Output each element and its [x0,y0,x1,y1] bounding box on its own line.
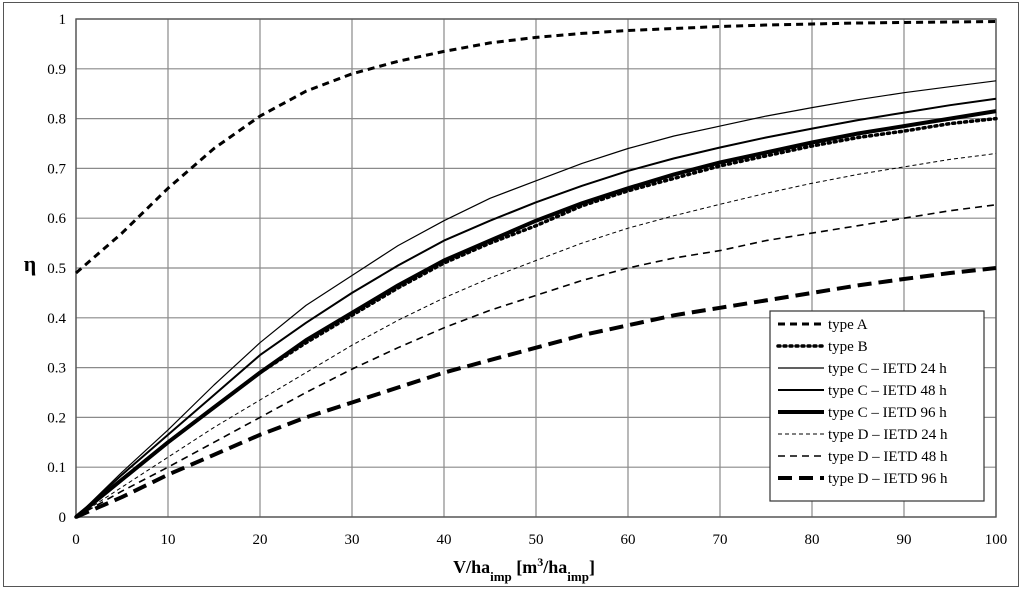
legend-label: type B [828,339,868,355]
legend-label: type A [828,317,868,333]
series-line-8 [75,266,997,519]
y-tick-label: 0.1 [47,460,66,476]
y-tick-label: 0.8 [47,112,66,128]
series-line-5 [74,109,997,519]
series-line-3 [75,80,997,518]
series-line-1 [75,20,997,275]
series-line-6 [75,153,997,518]
x-tick-label: 80 [805,532,820,548]
legend-label: type C – IETD 48 h [828,383,947,399]
y-tick-label: 0.4 [47,311,66,327]
x-tick-label: 40 [437,532,452,548]
y-tick-label: 0.5 [47,261,66,277]
legend: type A type B type C – IETD 24 h type C – I… [769,310,985,502]
y-tick-label: 0 [59,510,67,526]
efficiency-chart: 0 10 20 30 40 50 60 70 80 90 100 0 0.1 0.2 0.3 0.4 0.5 0.… [24,12,1008,584]
series-lines [74,20,998,519]
legend-label: type D – IETD 96 h [828,471,948,487]
y-tick-label: 0.9 [47,62,66,78]
y-tick-label: 0.3 [47,361,66,377]
legend-label: type D – IETD 48 h [828,449,948,465]
y-tick-label: 0.6 [47,211,66,227]
x-tick-label: 100 [985,532,1008,548]
chart-frame: 0 10 20 30 40 50 60 70 80 90 100 0 0.1 0.2 0.3 0.4 0.5 0.… [3,2,1019,587]
y-tick-label: 1 [59,12,67,28]
x-tick-label: 60 [621,532,636,548]
x-tick-label: 90 [897,532,912,548]
legend-box [769,310,985,502]
y-tick-label: 0.2 [47,410,66,426]
x-tick-label: 70 [713,532,728,548]
legend-label: type C – IETD 24 h [828,361,947,377]
y-axis-label: η [24,251,37,276]
x-tick-label: 10 [161,532,176,548]
x-tick-label: 50 [529,532,544,548]
legend-label: type C – IETD 96 h [828,405,947,421]
series-line-4 [75,97,997,518]
x-tick-label: 0 [72,532,80,548]
y-tick-label: 0.7 [47,161,66,177]
x-tick-label: 30 [345,532,360,548]
x-tick-label: 20 [253,532,268,548]
legend-label: type D – IETD 24 h [828,427,948,443]
series-line-7 [75,204,997,518]
x-axis-label: V/haimp [m3/haimp] [453,555,595,584]
tick-labels: 0 10 20 30 40 50 60 70 80 90 100 0 0.1 0.2 0.3 0.4 0.5 0.… [47,12,1007,548]
